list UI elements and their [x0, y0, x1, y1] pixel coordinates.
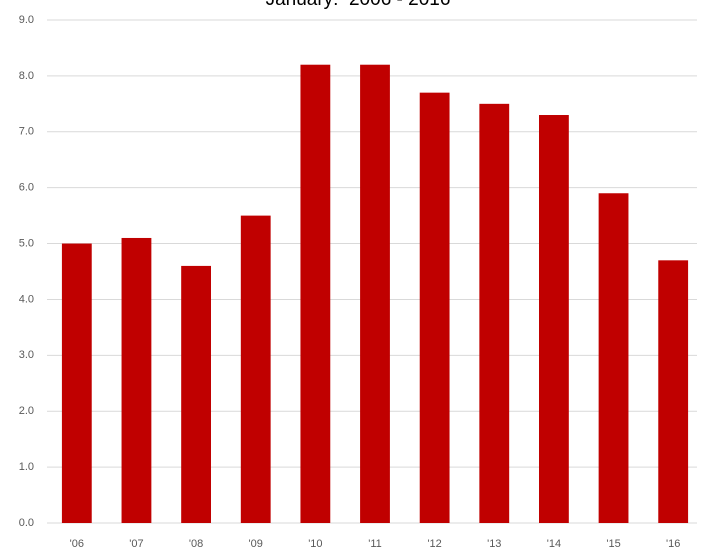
bar [598, 193, 629, 523]
bar [479, 103, 510, 523]
x-tick-label: '14 [547, 538, 561, 550]
y-tick-label: 0.0 [19, 517, 34, 529]
bar [61, 243, 92, 524]
y-tick-label: 3.0 [19, 349, 34, 361]
bar [419, 92, 450, 524]
x-tick-label: '09 [249, 538, 263, 550]
x-tick-label: '10 [308, 538, 322, 550]
x-tick-label: '12 [427, 538, 441, 550]
x-tick-label: '08 [189, 538, 203, 550]
bar [360, 64, 390, 523]
y-tick-label: 7.0 [19, 126, 34, 138]
x-tick-label: '15 [606, 538, 620, 550]
bar [658, 260, 689, 523]
y-tick-label: 9.0 [19, 14, 34, 26]
y-tick-label: 8.0 [19, 70, 34, 82]
x-tick-label: '11 [368, 538, 382, 550]
x-tick-label: '13 [487, 538, 501, 550]
bar [181, 265, 211, 523]
bar [539, 115, 569, 523]
y-tick-label: 6.0 [19, 182, 34, 194]
bar [240, 215, 271, 523]
bar [300, 64, 331, 523]
x-tick-label: '06 [70, 538, 84, 550]
y-tick-label: 4.0 [19, 293, 34, 305]
x-tick-label: '07 [129, 538, 143, 550]
y-tick-label: 2.0 [19, 405, 34, 417]
y-tick-label: 1.0 [19, 461, 34, 473]
y-tick-label: 5.0 [19, 237, 34, 249]
chart-title: January: 2006 - 2016 [266, 0, 451, 10]
bar [121, 237, 152, 523]
x-tick-label: '16 [666, 538, 680, 550]
